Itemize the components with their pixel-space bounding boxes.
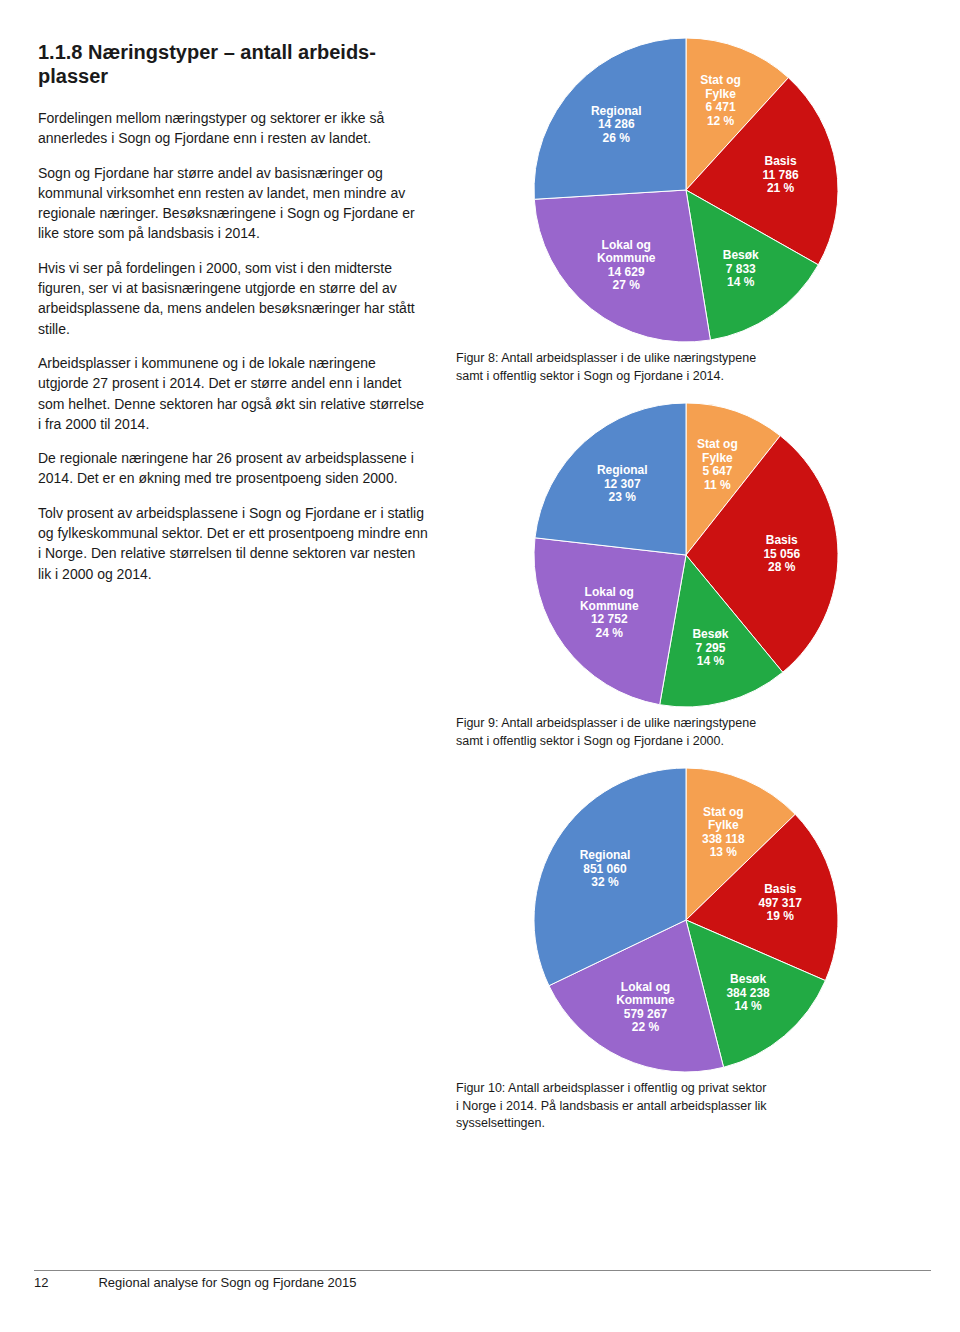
html-text:Fordelingen mellom næringstype: Fordelingen mellom næringstyper og sekto…	[38, 110, 385, 147]
svg-text:Lokal ogKommune14 62927 %: Lokal ogKommune14 62927 %	[597, 238, 656, 293]
svg-text:Besøk384 23814 %: Besøk384 23814 %	[726, 972, 770, 1013]
svg-text:Stat ogFylke338 11813 %: Stat ogFylke338 11813 %	[702, 805, 745, 860]
svg-text:Regional12 30723 %: Regional12 30723 %	[597, 463, 648, 504]
html-text:Hvis vi ser på fordelingen i 2: Hvis vi ser på fordelingen i 2000, som v…	[38, 259, 415, 337]
svg-text:Stat ogFylke5 64711 %: Stat ogFylke5 64711 %	[697, 437, 738, 492]
svg-text:Besøk7 29514 %: Besøk7 29514 %	[692, 627, 728, 668]
html-text:Arbeidsplasser i kommunene og: Arbeidsplasser i kommunene og i de lokal…	[38, 355, 424, 432]
html-text:De regionale næringene har 26: De regionale næringene har 26 prosent av…	[38, 450, 414, 487]
svg-text:Lokal ogKommune579 26722 %: Lokal ogKommune579 26722 %	[616, 980, 675, 1034]
html-text:12: 12	[34, 1275, 49, 1290]
html-text:Figur 9: Antall arbeidsplasser: Figur 9: Antall arbeidsplasser i de ulik…	[456, 716, 757, 748]
svg-text:Stat ogFylke6 47112 %: Stat ogFylke6 47112 %	[700, 73, 741, 127]
svg-text:Basis11 78621 %: Basis11 78621 %	[763, 154, 799, 195]
html-text:1.1.8 Næringstyper – antall ar: 1.1.8 Næringstyper – antall arbeids- pla…	[38, 41, 376, 87]
svg-text:Besøk7 83314 %: Besøk7 83314 %	[723, 248, 759, 289]
html-text:Tolv prosent av arbeidsplassen: Tolv prosent av arbeidsplassene i Sogn o…	[38, 504, 428, 582]
html-text:Figur 10: Antall arbeidsplasse: Figur 10: Antall arbeidsplasser i offent…	[456, 1081, 767, 1130]
svg-text:Lokal ogKommune12 75224 %: Lokal ogKommune12 75224 %	[580, 585, 639, 640]
svg-text:Basis15 05628 %: Basis15 05628 %	[763, 533, 800, 574]
svg-text:Regional851 06032 %: Regional851 06032 %	[580, 848, 631, 889]
svg-text:Regional14 28626 %: Regional14 28626 %	[591, 104, 642, 145]
svg-text:Basis497 31719 %: Basis497 31719 %	[759, 882, 803, 923]
html-text:Sogn og Fjordane har større an: Sogn og Fjordane har større andel av bas…	[38, 164, 415, 242]
html-text:Figur 8: Antall arbeidsplasser: Figur 8: Antall arbeidsplasser i de ulik…	[456, 351, 757, 383]
html-text:Regional analyse for Sogn og F: Regional analyse for Sogn og Fjordane 20…	[98, 1275, 357, 1290]
